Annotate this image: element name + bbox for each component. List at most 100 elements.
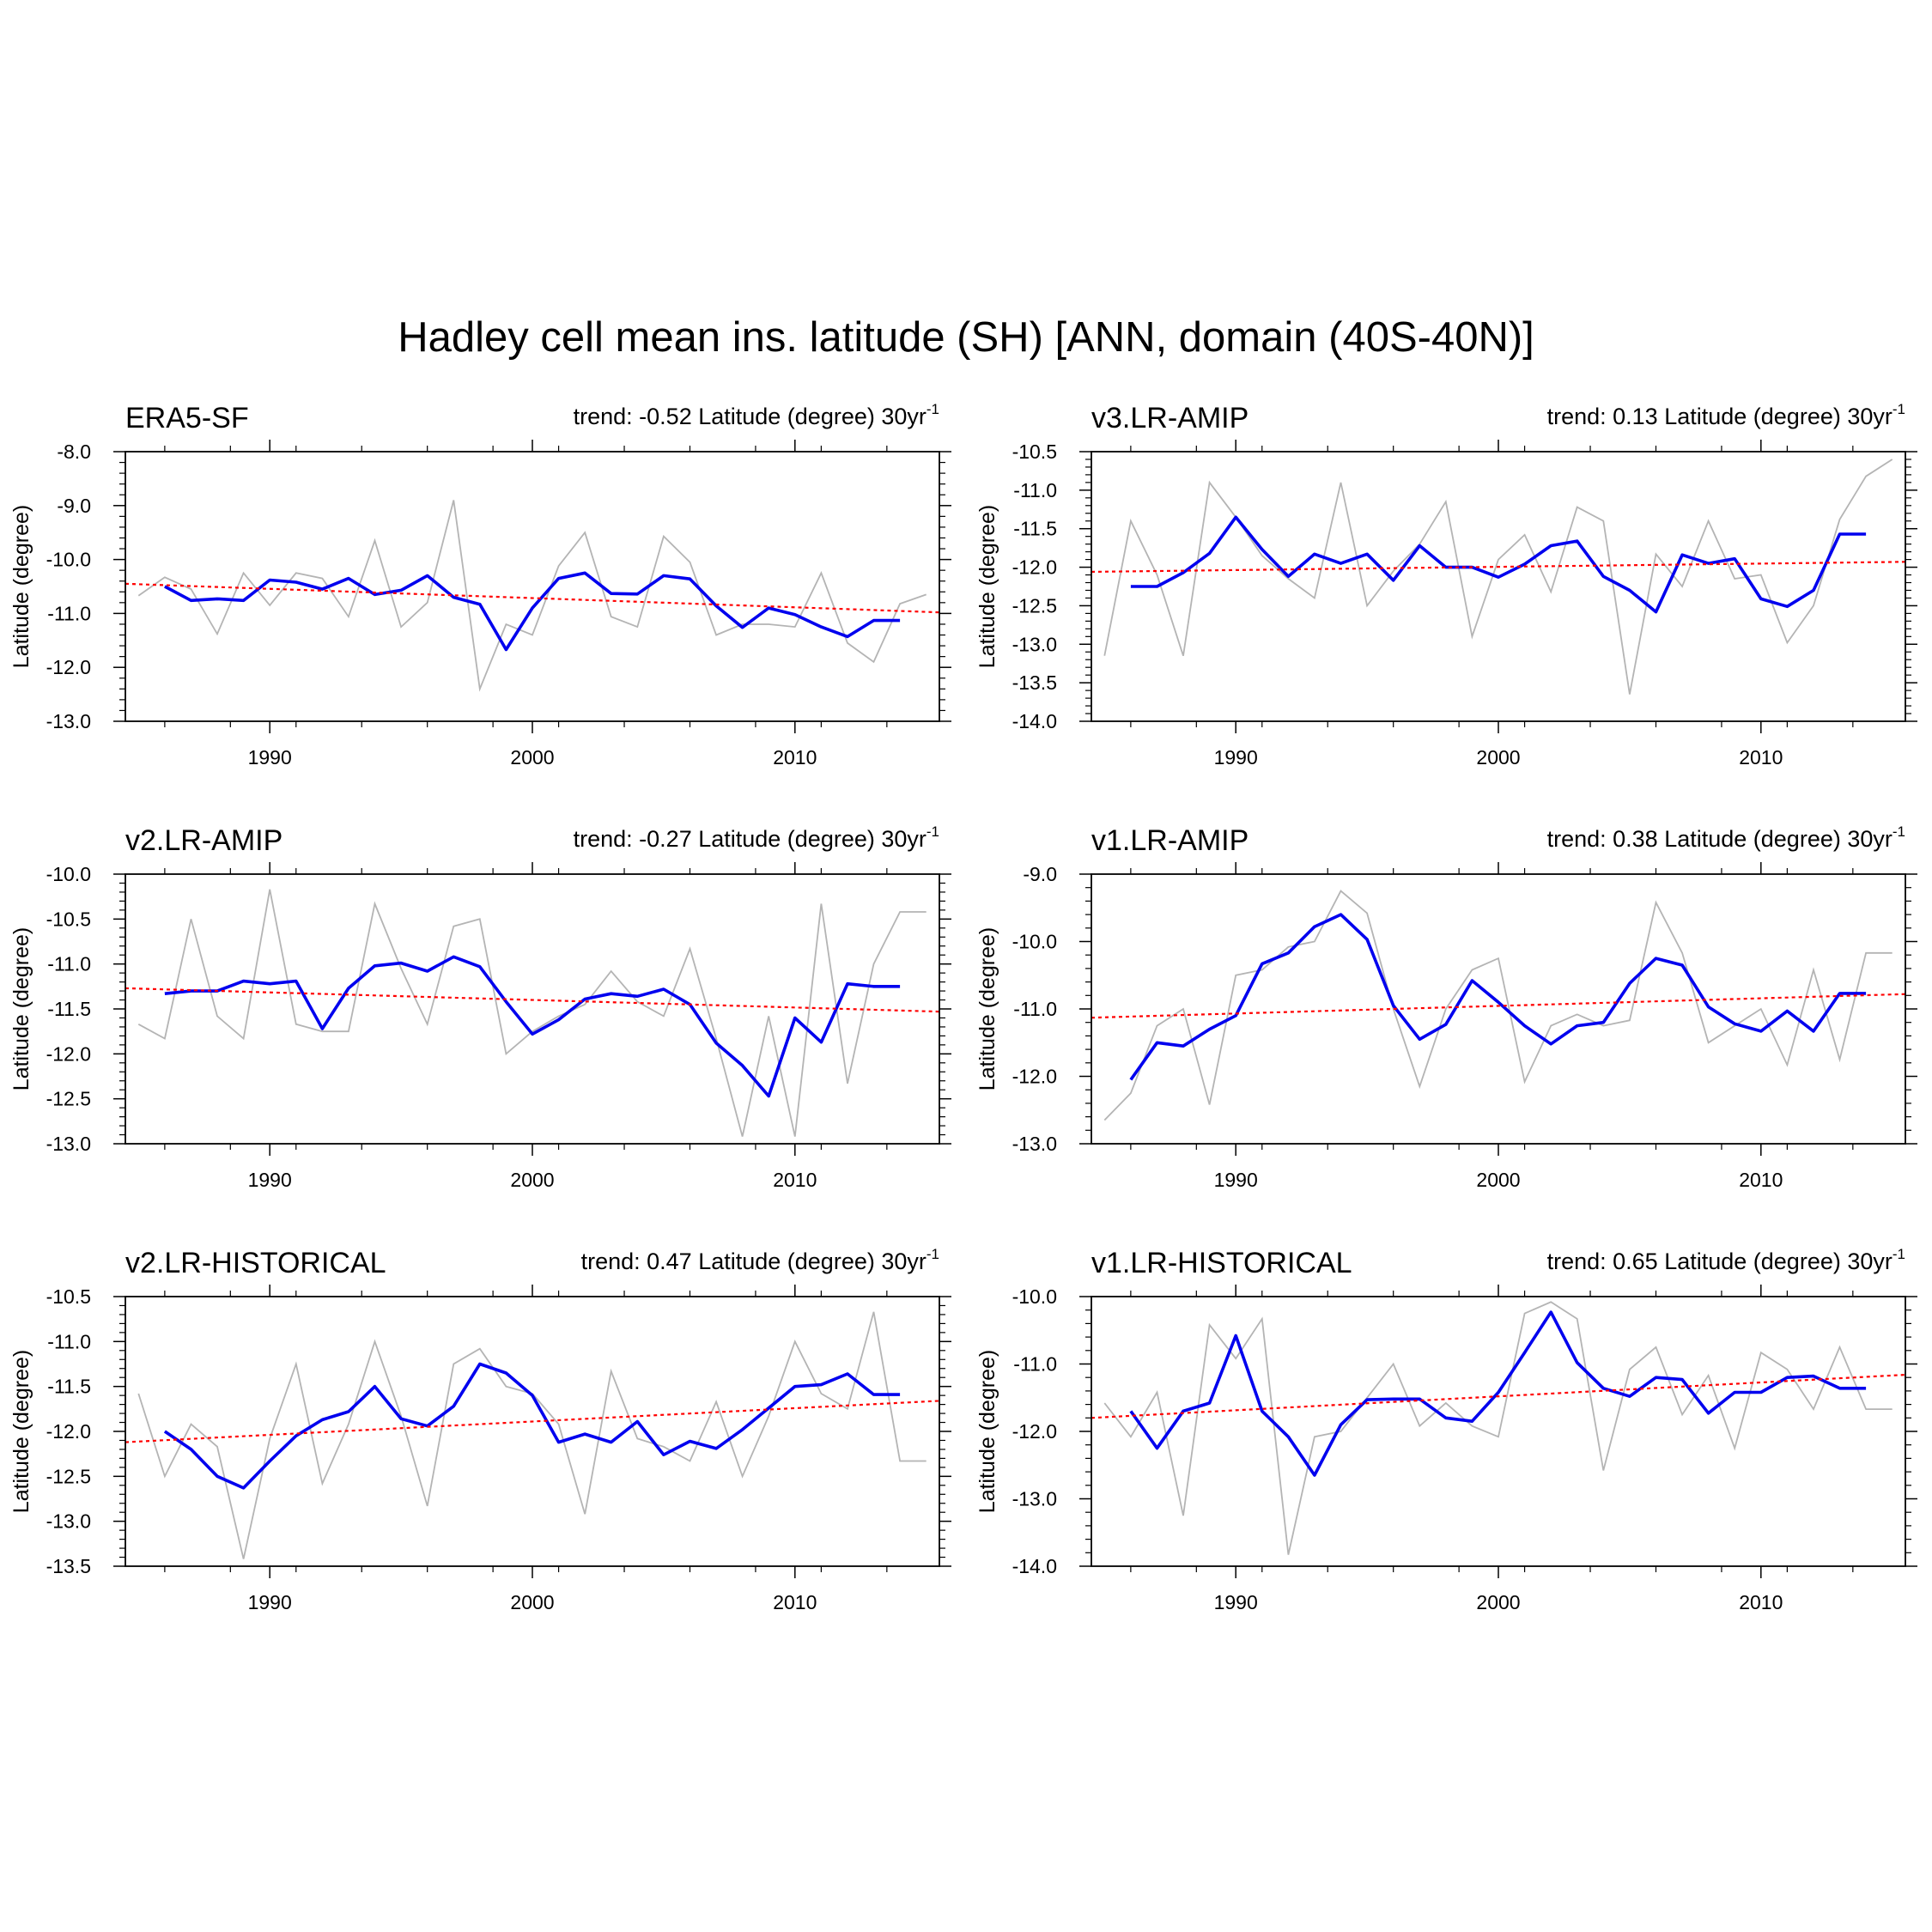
plot-frame (125, 873, 940, 1145)
x-tick-label: 1990 (248, 746, 292, 769)
y-tick-label: -13.5 (1012, 671, 1057, 694)
panel-6: v1.LR-HISTORICAL trend: 0.65 Latitude (de… (975, 1246, 1917, 1613)
plot-frame (125, 1296, 940, 1567)
panel-title: v1.LR-HISTORICAL (1091, 1247, 1352, 1279)
y-tick-label: -11.5 (47, 998, 91, 1020)
panel-2: v3.LR-AMIP trend: 0.13 Latitude (degree) … (975, 401, 1917, 769)
trend-exponent: -1 (1893, 823, 1905, 840)
trend-exponent: -1 (927, 401, 939, 417)
trend-line (1091, 561, 1906, 574)
y-tick-label: -11.5 (47, 1376, 91, 1398)
panel-title: v3.LR-AMIP (1091, 402, 1249, 434)
panel-title: v1.LR-AMIP (1091, 824, 1249, 857)
trend-exponent: -1 (927, 823, 939, 840)
y-tick-label: -10.0 (1012, 931, 1057, 953)
y-tick-label: -10.5 (46, 1285, 91, 1308)
panel-5: v2.LR-HISTORICAL trend: 0.47 Latitude (de… (9, 1246, 951, 1613)
trend-exponent: -1 (1893, 401, 1905, 417)
y-tick-label: -8.0 (57, 440, 91, 463)
annual-series-line (1103, 890, 1893, 1121)
smoothed-series-line (1129, 913, 1867, 1081)
y-axis-label: Latitude (degree) (9, 505, 33, 668)
trend-label: trend: 0.65 Latitude (degree) 30yr-1 (1547, 1246, 1905, 1274)
panel-3: v2.LR-AMIP trend: -0.27 Latitude (degree)… (9, 823, 951, 1191)
x-tick-label: 2000 (510, 746, 554, 769)
trend-line (125, 582, 940, 614)
smoothed-series-line (163, 1362, 901, 1490)
y-tick-label: -14.0 (1012, 710, 1057, 732)
x-tick-label: 2010 (773, 746, 817, 769)
plot-frame (1091, 1296, 1906, 1567)
trend-text: trend: 0.65 Latitude (degree) 30yr (1547, 1249, 1893, 1274)
y-tick-label: -13.0 (46, 710, 91, 732)
trend-text: trend: -0.52 Latitude (degree) 30yr (574, 404, 927, 429)
panel-4: v1.LR-AMIP trend: 0.38 Latitude (degree) … (975, 823, 1917, 1191)
y-tick-label: -11.0 (1013, 998, 1057, 1020)
y-tick-label: -14.0 (1012, 1555, 1057, 1577)
x-tick-label: 1990 (1214, 1591, 1258, 1613)
panel-title: v2.LR-HISTORICAL (125, 1247, 386, 1279)
trend-exponent: -1 (927, 1246, 939, 1262)
trend-label: trend: -0.52 Latitude (degree) 30yr-1 (574, 401, 939, 429)
trend-label: trend: 0.47 Latitude (degree) 30yr-1 (581, 1246, 939, 1274)
y-tick-label: -10.5 (46, 908, 91, 930)
trend-line (125, 987, 940, 1013)
y-tick-label: -12.0 (46, 1420, 91, 1443)
figure-title: Hadley cell mean ins. latitude (SH) [ANN… (398, 314, 1534, 361)
y-tick-label: -11.0 (1013, 1353, 1057, 1376)
y-tick-label: -12.5 (46, 1465, 91, 1487)
smoothed-series-line (164, 955, 901, 1098)
y-tick-label: -12.0 (1012, 1066, 1057, 1088)
y-axis-label: Latitude (degree) (975, 505, 999, 668)
y-axis-label: Latitude (degree) (975, 927, 999, 1091)
y-tick-label: -9.0 (1023, 863, 1057, 885)
y-tick-label: -11.0 (47, 602, 91, 624)
x-tick-label: 2000 (510, 1591, 554, 1613)
y-tick-label: -12.5 (46, 1088, 91, 1110)
x-tick-label: 2010 (773, 1169, 817, 1191)
trend-label: trend: 0.13 Latitude (degree) 30yr-1 (1547, 401, 1905, 429)
panel-1: ERA5-SF trend: -0.52 Latitude (degree) 30… (9, 401, 951, 769)
x-tick-label: 2000 (1476, 746, 1520, 769)
x-tick-label: 1990 (1214, 1169, 1258, 1191)
trend-label: trend: -0.27 Latitude (degree) 30yr-1 (574, 823, 939, 852)
y-axis-label: Latitude (degree) (975, 1350, 999, 1513)
y-tick-label: -13.5 (46, 1555, 91, 1577)
y-axis-label: Latitude (degree) (9, 1350, 33, 1513)
panel-title: v2.LR-AMIP (125, 824, 283, 857)
plot-frame (1091, 451, 1906, 722)
trend-text: trend: -0.27 Latitude (degree) 30yr (574, 826, 927, 852)
x-tick-label: 1990 (248, 1169, 292, 1191)
y-tick-label: -10.0 (46, 549, 91, 571)
y-tick-label: -11.0 (47, 1330, 91, 1352)
trend-text: trend: 0.38 Latitude (degree) 30yr (1547, 826, 1893, 852)
y-tick-label: -11.0 (47, 953, 91, 975)
y-tick-label: -13.0 (46, 1133, 91, 1155)
trend-text: trend: 0.13 Latitude (degree) 30yr (1547, 404, 1893, 429)
y-tick-label: -9.0 (57, 495, 91, 517)
x-tick-label: 2000 (1476, 1591, 1520, 1613)
y-tick-label: -12.0 (46, 656, 91, 678)
y-tick-label: -10.5 (1012, 440, 1057, 463)
y-axis-label: Latitude (degree) (9, 927, 33, 1091)
y-tick-label: -12.5 (1012, 594, 1057, 617)
annual-series-line (1103, 1301, 1893, 1555)
y-tick-label: -10.0 (46, 863, 91, 885)
x-tick-label: 2000 (510, 1169, 554, 1191)
smoothed-series-line (1129, 1310, 1867, 1477)
smoothed-series-line (1130, 515, 1867, 614)
panel-title: ERA5-SF (125, 402, 249, 434)
plot-frame (1091, 873, 1906, 1145)
y-tick-label: -12.0 (46, 1042, 91, 1065)
y-tick-label: -13.0 (1012, 1488, 1057, 1510)
y-tick-label: -13.0 (1012, 1133, 1057, 1155)
y-tick-label: -11.0 (1013, 479, 1057, 501)
y-tick-label: -12.0 (1012, 1420, 1057, 1443)
trend-line (125, 1400, 940, 1443)
y-tick-label: -10.0 (1012, 1285, 1057, 1308)
x-tick-label: 2010 (1739, 746, 1783, 769)
x-tick-label: 2010 (773, 1591, 817, 1613)
annual-series-line (137, 500, 927, 692)
x-tick-label: 1990 (248, 1591, 292, 1613)
trend-line (1091, 1373, 1906, 1419)
